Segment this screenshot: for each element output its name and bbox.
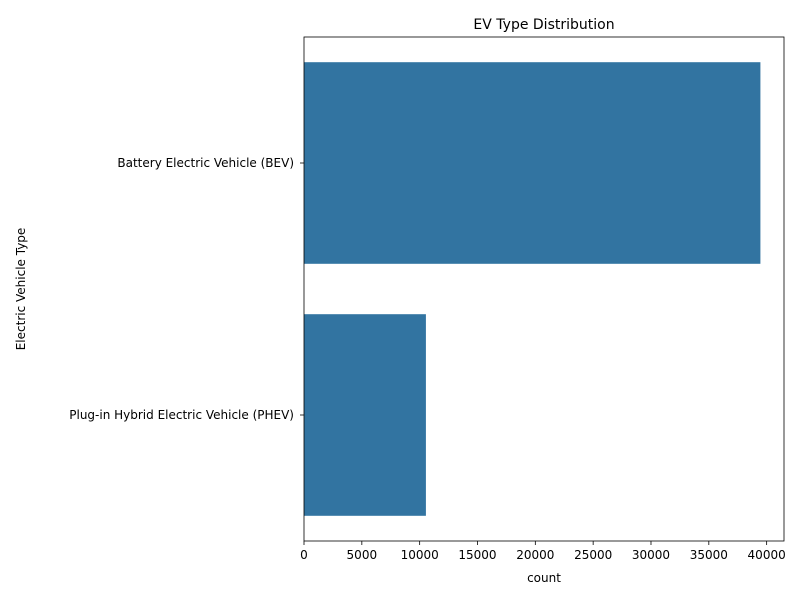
plot-frame	[303, 36, 785, 542]
x-tick-label: 40000	[748, 548, 786, 562]
bar-0	[304, 62, 761, 264]
x-axis-title: count	[527, 571, 561, 585]
bars-group	[304, 62, 761, 516]
x-tick-label: 5000	[347, 548, 378, 562]
y-category-label: Battery Electric Vehicle (BEV)	[117, 156, 294, 170]
y-axis-title: Electric Vehicle Type	[14, 228, 28, 351]
y-axis-categories: Battery Electric Vehicle (BEV) Plug-in Hy…	[69, 156, 304, 422]
x-tick-label: 0	[300, 548, 308, 562]
x-axis-ticks: 0 5000 10000 15000 20000 25000 30000 35000 40000	[300, 541, 786, 562]
x-tick-label: 30000	[632, 548, 670, 562]
x-tick-label: 15000	[458, 548, 496, 562]
bar-1	[304, 314, 426, 516]
x-tick-label: 20000	[516, 548, 554, 562]
x-tick-label: 25000	[574, 548, 612, 562]
y-category-label: Plug-in Hybrid Electric Vehicle (PHEV)	[69, 408, 294, 422]
x-tick-label: 35000	[690, 548, 728, 562]
chart-title: EV Type Distribution	[473, 17, 614, 33]
x-tick-label: 10000	[401, 548, 439, 562]
